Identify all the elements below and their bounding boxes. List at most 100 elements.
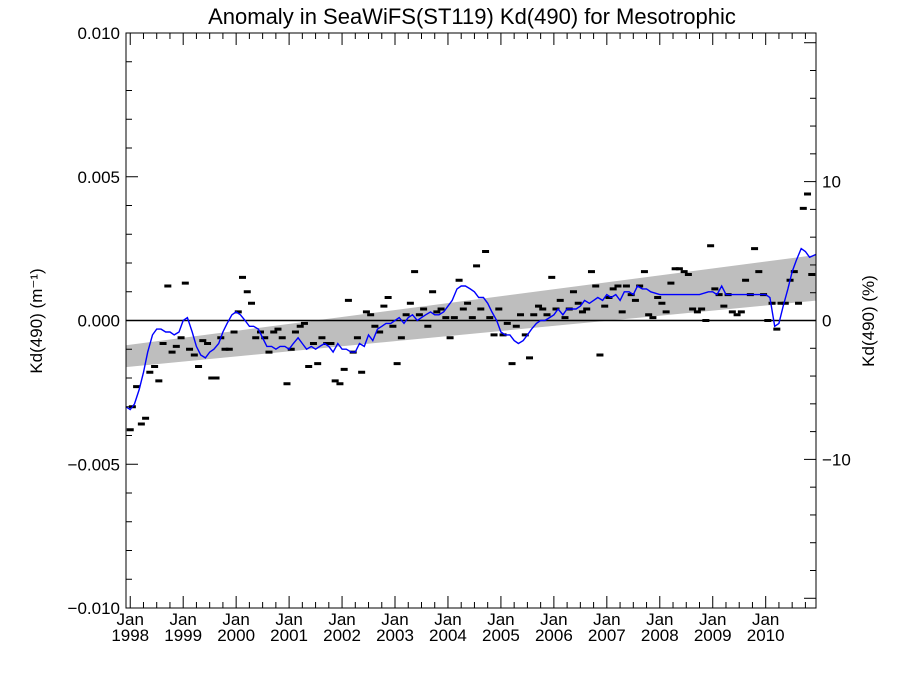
x-tick-label-month: Jan [222,610,249,629]
x-tick-label-year: 1998 [111,626,149,645]
data-point [636,284,644,288]
y-tick-label-right: −10 [822,450,851,469]
data-point [305,365,313,368]
data-point [517,313,525,317]
data-point [473,264,481,268]
data-point [552,307,560,311]
data-point [287,347,295,351]
y-tick-label-right: 0 [822,312,831,331]
data-point [751,247,759,251]
data-point [137,422,145,426]
data-point [402,313,410,317]
data-point [252,336,260,340]
data-point [799,206,807,210]
data-point [442,316,450,320]
data-point [243,290,251,294]
data-point [274,327,282,331]
data-point [278,336,286,340]
data-point [133,385,141,389]
data-point [574,301,582,305]
data-point [177,336,185,340]
data-point [596,353,604,357]
data-point [592,284,600,288]
data-point [464,301,472,305]
data-point [437,307,445,311]
data-point [508,362,516,366]
data-point [340,367,348,371]
data-point [618,310,626,314]
data-point [420,307,428,311]
data-point [614,284,622,288]
data-point [450,316,458,320]
data-point [336,382,344,386]
data-point [199,339,207,343]
data-point [689,307,697,311]
data-point [715,293,723,297]
data-point [309,342,317,345]
data-point [291,330,299,334]
data-point [764,319,772,322]
data-point [376,330,384,334]
data-point [482,250,490,253]
data-point [768,301,776,305]
data-point [733,313,741,317]
data-point [265,350,273,354]
data-point [195,365,203,368]
data-point [781,301,789,305]
data-point [300,321,308,325]
x-tick-label-year: 2003 [376,626,414,645]
x-tick-label-year: 2008 [641,626,679,645]
data-point [168,350,176,354]
data-point [433,310,441,314]
data-point [314,362,322,366]
data-point [707,244,715,248]
data-point [151,365,159,368]
data-point [362,310,370,314]
x-tick-label-month: Jan [699,610,726,629]
data-point [495,307,503,311]
data-point [468,316,476,320]
data-point [270,330,278,334]
data-point [415,313,423,317]
data-point [397,336,405,340]
data-point [631,298,639,302]
data-point [640,270,648,274]
data-point [327,342,335,345]
data-point [790,270,798,274]
x-tick-label-year: 2005 [482,626,520,645]
data-point [645,313,653,317]
y-tick-label-left: 0.010 [77,24,120,43]
data-point [521,333,529,337]
x-tick-label-month: Jan [275,610,302,629]
data-point [667,281,675,285]
data-point [737,310,745,314]
x-tick-label-month: Jan [752,610,779,629]
data-point [146,370,154,374]
chart-title: Anomaly in SeaWiFS(ST119) Kd(490) for Me… [208,4,736,29]
data-point [535,304,543,308]
data-point [587,270,595,274]
data-point [601,304,609,308]
x-tick-label-year: 2007 [588,626,626,645]
data-point [526,356,534,360]
data-point [142,416,150,420]
data-point [693,310,701,314]
data-point [353,336,361,340]
data-point [490,333,498,337]
data-point [358,370,366,374]
data-point [662,310,670,314]
x-tick-label-month: Jan [328,610,355,629]
data-point [331,379,339,383]
x-tick-label-year: 2001 [270,626,308,645]
data-point [212,376,220,380]
data-point [389,324,397,328]
data-point [728,310,736,314]
data-point [424,324,432,328]
x-tick-label-year: 2006 [535,626,573,645]
data-point [795,301,803,305]
data-point [323,342,331,345]
data-point [711,287,719,291]
data-point [773,327,781,331]
data-point [578,310,586,314]
data-point [406,301,414,305]
